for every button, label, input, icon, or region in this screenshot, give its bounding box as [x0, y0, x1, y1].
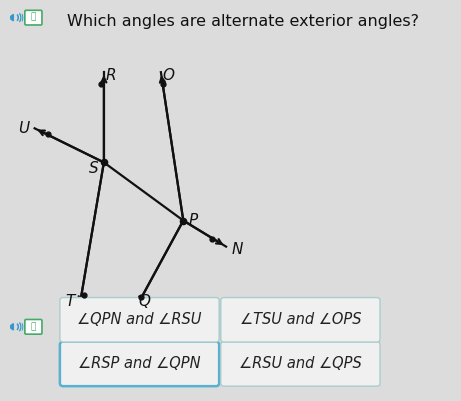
Text: ∠RSP and ∠QPN: ∠RSP and ∠QPN [78, 356, 201, 371]
Text: Which angles are alternate exterior angles?: Which angles are alternate exterior angl… [67, 14, 419, 29]
FancyBboxPatch shape [221, 342, 380, 386]
Text: U: U [18, 121, 29, 136]
FancyBboxPatch shape [25, 320, 42, 334]
FancyBboxPatch shape [221, 298, 380, 342]
Text: ∠TSU and ∠OPS: ∠TSU and ∠OPS [240, 312, 361, 327]
Polygon shape [11, 324, 13, 330]
Text: 語: 語 [31, 322, 36, 331]
FancyBboxPatch shape [60, 342, 219, 386]
Text: 語: 語 [31, 13, 36, 22]
Text: R: R [106, 68, 117, 83]
Text: T: T [66, 294, 75, 310]
Text: Q: Q [139, 294, 151, 310]
FancyBboxPatch shape [25, 10, 42, 25]
Text: S: S [89, 161, 99, 176]
Text: P: P [189, 213, 198, 228]
Text: O: O [162, 68, 174, 83]
FancyBboxPatch shape [60, 298, 219, 342]
Polygon shape [11, 14, 13, 21]
Text: N: N [232, 242, 243, 257]
Text: ∠RSU and ∠QPS: ∠RSU and ∠QPS [239, 356, 362, 371]
Text: ∠QPN and ∠RSU: ∠QPN and ∠RSU [77, 312, 202, 327]
